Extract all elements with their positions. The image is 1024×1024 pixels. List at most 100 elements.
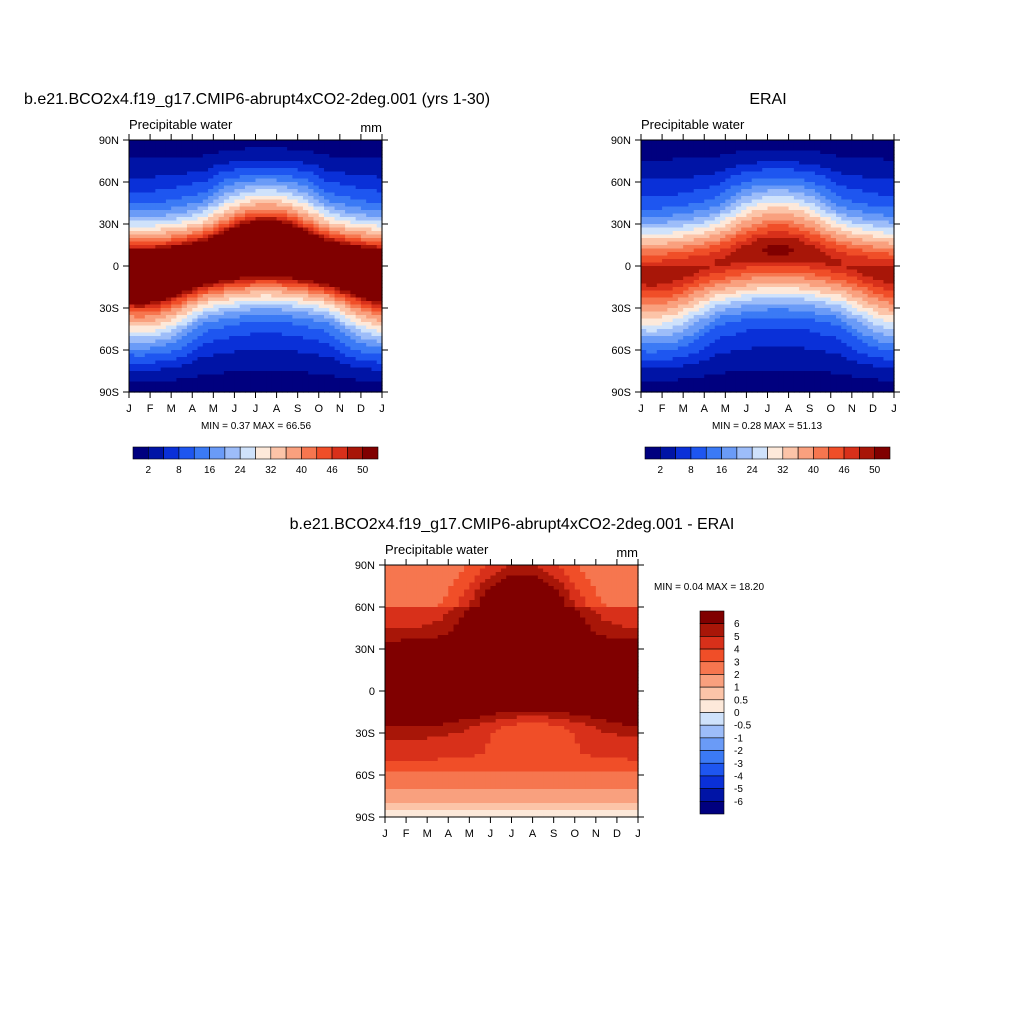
heatmap-cell	[360, 385, 367, 390]
heatmap-cell	[229, 231, 236, 236]
heatmap-cell	[714, 147, 721, 152]
heatmap-cell	[271, 175, 278, 180]
heatmap-cell	[751, 189, 758, 194]
heatmap-cell	[202, 269, 209, 274]
heatmap-cell	[229, 371, 236, 376]
heatmap-cell	[772, 175, 779, 180]
heatmap-cell	[129, 234, 135, 239]
heatmap-cell	[150, 360, 156, 365]
heatmap-cell	[281, 175, 288, 180]
heatmap-cell	[350, 353, 357, 358]
heatmap-cell	[202, 154, 209, 159]
heatmap-cell	[851, 147, 858, 152]
heatmap-cell	[181, 203, 188, 208]
heatmap-cell	[297, 294, 304, 299]
heatmap-cell	[292, 210, 299, 215]
heatmap-cell	[667, 203, 674, 208]
heatmap-cell	[318, 140, 325, 145]
heatmap-cell	[134, 273, 141, 278]
heatmap-cell	[287, 297, 293, 302]
heatmap-cell	[150, 140, 156, 145]
heatmap-cell	[129, 262, 135, 267]
heatmap-cell	[360, 154, 367, 159]
heatmap-cell	[218, 339, 225, 344]
heatmap-cell	[244, 273, 251, 278]
heatmap-cell	[292, 154, 299, 159]
heatmap-cell	[150, 269, 156, 274]
heatmap-cell	[318, 259, 325, 264]
heatmap-cell	[239, 269, 246, 274]
heatmap-cell	[872, 178, 879, 183]
heatmap-cell	[746, 231, 753, 236]
heatmap-cell	[150, 381, 156, 386]
heatmap-cell	[704, 189, 711, 194]
heatmap-cell	[751, 178, 758, 183]
heatmap-cell	[830, 231, 837, 236]
heatmap-cell	[313, 301, 320, 306]
heatmap-cell	[360, 189, 367, 194]
heatmap-cell	[820, 241, 827, 246]
heatmap-cell	[688, 227, 695, 232]
heatmap-cell	[250, 203, 257, 208]
heatmap-cell	[239, 364, 246, 369]
heatmap-cell	[318, 374, 325, 379]
heatmap-cell	[851, 210, 858, 215]
heatmap-cell	[672, 143, 679, 148]
heatmap-cell	[229, 360, 236, 365]
heatmap-cell	[287, 332, 293, 337]
heatmap-cell	[334, 154, 341, 159]
heatmap-cell	[139, 357, 146, 362]
heatmap-cell	[297, 255, 304, 260]
heatmap-cell	[841, 210, 848, 215]
heatmap-cell	[308, 217, 315, 222]
heatmap-cell	[208, 294, 214, 299]
heatmap-cell	[208, 318, 214, 323]
heatmap-cell	[181, 157, 188, 162]
heatmap-cell	[308, 297, 315, 302]
heatmap-cell	[171, 140, 178, 145]
heatmap-cell	[218, 189, 225, 194]
heatmap-cell	[255, 266, 262, 271]
heatmap-cell	[234, 234, 241, 239]
heatmap-cell	[165, 234, 172, 239]
heatmap-cell	[820, 140, 827, 145]
heatmap-cell	[324, 238, 330, 243]
heatmap-cell	[355, 154, 362, 159]
heatmap-cell	[778, 224, 784, 229]
heatmap-cell	[244, 168, 251, 173]
heatmap-cell	[244, 325, 251, 330]
heatmap-cell	[741, 182, 748, 187]
heatmap-cell	[181, 245, 188, 250]
heatmap-cell	[271, 357, 278, 362]
heatmap-cell	[339, 311, 346, 316]
heatmap-cell	[693, 224, 700, 229]
heatmap-cell	[192, 262, 199, 267]
heatmap-cell	[244, 189, 251, 194]
heatmap-cell	[683, 168, 690, 173]
heatmap-cell	[704, 234, 711, 239]
heatmap-cell	[287, 157, 293, 162]
heatmap-cell	[814, 206, 821, 211]
heatmap-cell	[239, 357, 246, 362]
heatmap-cell	[165, 350, 172, 355]
heatmap-cell	[171, 143, 178, 148]
heatmap-cell	[129, 220, 135, 225]
heatmap-cell	[318, 283, 325, 288]
heatmap-cell	[345, 371, 351, 376]
heatmap-cell	[688, 140, 695, 145]
heatmap-cell	[208, 283, 214, 288]
heatmap-cell	[767, 147, 774, 152]
heatmap-cell	[239, 238, 246, 243]
heatmap-cell	[651, 140, 658, 145]
heatmap-cell	[297, 346, 304, 351]
heatmap-cell	[229, 245, 236, 250]
heatmap-cell	[150, 234, 156, 239]
heatmap-cell	[271, 252, 278, 257]
heatmap-cell	[292, 189, 299, 194]
heatmap-cell	[213, 241, 220, 246]
heatmap-cell	[197, 154, 204, 159]
heatmap-cell	[851, 206, 858, 211]
heatmap-cell	[129, 322, 135, 327]
heatmap-cell	[302, 353, 309, 358]
heatmap-cell	[720, 150, 726, 155]
